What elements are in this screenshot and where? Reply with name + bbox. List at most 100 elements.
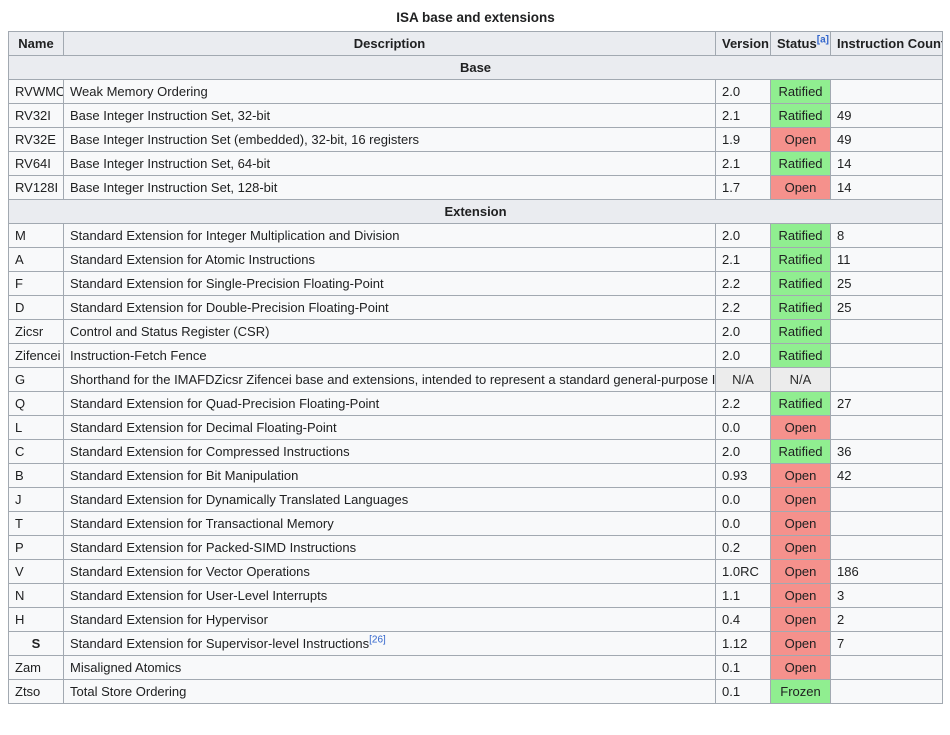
count-cell: 3 bbox=[830, 583, 943, 608]
description-cell: Total Store Ordering bbox=[63, 679, 716, 704]
name-cell: RV64I bbox=[8, 151, 64, 176]
name-cell: RVWMO bbox=[8, 79, 64, 104]
status-cell: Open bbox=[770, 415, 831, 440]
column-header-name: Name bbox=[8, 31, 64, 56]
version-cell: 1.12 bbox=[715, 631, 771, 656]
count-cell bbox=[830, 487, 943, 512]
count-cell: 14 bbox=[830, 175, 943, 200]
status-cell: Open bbox=[770, 655, 831, 680]
description-cell: Control and Status Register (CSR) bbox=[63, 319, 716, 344]
count-cell: 8 bbox=[830, 223, 943, 248]
count-cell: 2 bbox=[830, 607, 943, 632]
status-cell: Ratified bbox=[770, 79, 831, 104]
description-cell: Standard Extension for Atomic Instructio… bbox=[63, 247, 716, 272]
wiki-page-section: ISA base and extensions Name Description… bbox=[8, 8, 943, 704]
table-row: RV64I Base Integer Instruction Set, 64-bi… bbox=[8, 151, 943, 176]
description-cell: Base Integer Instruction Set, 64-bit bbox=[63, 151, 716, 176]
description-cell: Base Integer Instruction Set, 128-bit bbox=[63, 175, 716, 200]
count-cell: 49 bbox=[830, 103, 943, 128]
status-cell: Open bbox=[770, 463, 831, 488]
table-row: G Shorthand for the IMAFDZicsr Zifencei b… bbox=[8, 367, 943, 392]
table-row: L Standard Extension for Decimal Floating… bbox=[8, 415, 943, 440]
status-cell: Open bbox=[770, 511, 831, 536]
name-cell: V bbox=[8, 559, 64, 584]
table-row: Zam Misaligned Atomics 0.1 Open bbox=[8, 655, 943, 680]
column-header-version: Version bbox=[715, 31, 771, 56]
description-cell: Standard Extension for Packed-SIMD Instr… bbox=[63, 535, 716, 560]
description-cell: Base Integer Instruction Set, 32-bit bbox=[63, 103, 716, 128]
table-row: S Standard Extension for Supervisor-level… bbox=[8, 631, 943, 656]
version-cell: 1.1 bbox=[715, 583, 771, 608]
table-row: Ztso Total Store Ordering 0.1 Frozen bbox=[8, 679, 943, 704]
version-cell: 2.0 bbox=[715, 223, 771, 248]
count-cell: 186 bbox=[830, 559, 943, 584]
table-header-row: Name Description Version Status[a] Instr… bbox=[8, 31, 943, 56]
version-cell: 1.0RC bbox=[715, 559, 771, 584]
version-cell: 2.0 bbox=[715, 439, 771, 464]
count-cell: 36 bbox=[830, 439, 943, 464]
name-cell: RV32E bbox=[8, 127, 64, 152]
table-row: Q Standard Extension for Quad-Precision F… bbox=[8, 391, 943, 416]
status-cell: Frozen bbox=[770, 679, 831, 704]
table-row: T Standard Extension for Transactional Me… bbox=[8, 511, 943, 536]
version-cell: 2.1 bbox=[715, 151, 771, 176]
section-header-row: Base bbox=[8, 55, 943, 80]
name-cell: Zifencei bbox=[8, 343, 64, 368]
description-cell: Misaligned Atomics bbox=[63, 655, 716, 680]
count-cell: 25 bbox=[830, 271, 943, 296]
description-cell: Instruction-Fetch Fence bbox=[63, 343, 716, 368]
name-cell: Zam bbox=[8, 655, 64, 680]
description-cell: Standard Extension for Compressed Instru… bbox=[63, 439, 716, 464]
reference-link[interactable]: [26] bbox=[369, 634, 386, 646]
name-cell: M bbox=[8, 223, 64, 248]
section-header-label: Extension bbox=[8, 199, 943, 224]
version-cell: 2.1 bbox=[715, 103, 771, 128]
table-row: M Standard Extension for Integer Multipli… bbox=[8, 223, 943, 248]
count-cell bbox=[830, 535, 943, 560]
version-cell: 2.2 bbox=[715, 391, 771, 416]
table-caption: ISA base and extensions bbox=[396, 10, 555, 25]
status-header-label: Status bbox=[777, 36, 817, 51]
count-cell bbox=[830, 79, 943, 104]
name-cell: L bbox=[8, 415, 64, 440]
table-row: F Standard Extension for Single-Precision… bbox=[8, 271, 943, 296]
status-cell: Ratified bbox=[770, 247, 831, 272]
name-cell: RV128I bbox=[8, 175, 64, 200]
name-cell: S bbox=[8, 631, 64, 656]
status-cell: Ratified bbox=[770, 151, 831, 176]
version-cell: 1.9 bbox=[715, 127, 771, 152]
version-cell: 0.0 bbox=[715, 415, 771, 440]
name-cell: D bbox=[8, 295, 64, 320]
version-cell: 2.2 bbox=[715, 271, 771, 296]
status-cell: Open bbox=[770, 535, 831, 560]
count-cell: 7 bbox=[830, 631, 943, 656]
status-cell: Open bbox=[770, 607, 831, 632]
count-cell bbox=[830, 343, 943, 368]
description-cell: Standard Extension for Bit Manipulation bbox=[63, 463, 716, 488]
version-cell: 0.0 bbox=[715, 487, 771, 512]
table-row: V Standard Extension for Vector Operation… bbox=[8, 559, 943, 584]
section-header-label: Base bbox=[8, 55, 943, 80]
table-row: RV32E Base Integer Instruction Set (embed… bbox=[8, 127, 943, 152]
description-cell: Standard Extension for Vector Operations bbox=[63, 559, 716, 584]
name-cell: C bbox=[8, 439, 64, 464]
count-cell: 42 bbox=[830, 463, 943, 488]
name-cell: N bbox=[8, 583, 64, 608]
description-cell: Standard Extension for Hypervisor bbox=[63, 607, 716, 632]
count-cell: 11 bbox=[830, 247, 943, 272]
table-row: RV32I Base Integer Instruction Set, 32-bi… bbox=[8, 103, 943, 128]
table-row: J Standard Extension for Dynamically Tran… bbox=[8, 487, 943, 512]
isa-extensions-table: ISA base and extensions Name Description… bbox=[8, 8, 943, 704]
column-header-instruction-count: Instruction Count bbox=[830, 31, 943, 56]
status-cell: Ratified bbox=[770, 271, 831, 296]
name-cell: T bbox=[8, 511, 64, 536]
name-cell: G bbox=[8, 367, 64, 392]
status-cell: Open bbox=[770, 487, 831, 512]
description-cell: Standard Extension for Double-Precision … bbox=[63, 295, 716, 320]
version-cell: 2.0 bbox=[715, 343, 771, 368]
version-cell: N/A bbox=[715, 367, 771, 392]
status-footnote-link[interactable]: [a] bbox=[816, 34, 829, 46]
count-cell bbox=[830, 679, 943, 704]
version-cell: 2.0 bbox=[715, 319, 771, 344]
column-header-status: Status[a] bbox=[770, 31, 831, 56]
